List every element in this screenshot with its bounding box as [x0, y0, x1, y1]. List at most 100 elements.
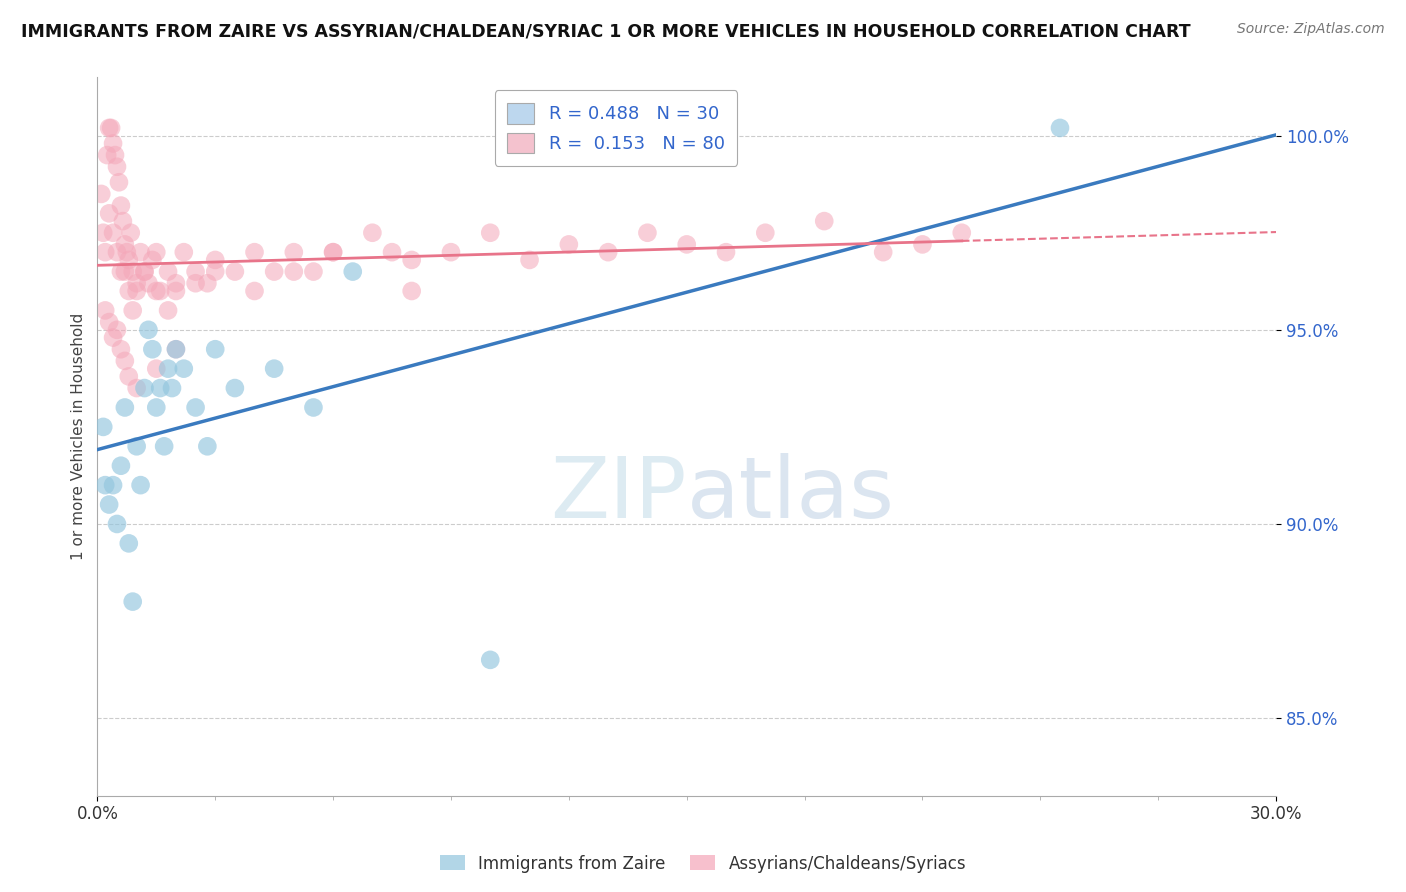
Point — [98, 498, 121, 512]
Point — [121, 264, 143, 278]
Point — [173, 361, 195, 376]
Point — [263, 264, 285, 278]
Point — [283, 264, 305, 278]
Point — [91, 420, 114, 434]
Point — [141, 343, 163, 357]
Point — [322, 245, 344, 260]
Point — [813, 214, 835, 228]
Point — [145, 401, 167, 415]
Point — [91, 226, 114, 240]
Point — [911, 237, 934, 252]
Point — [636, 226, 658, 240]
Point — [108, 175, 131, 189]
Point — [94, 303, 117, 318]
Point — [121, 303, 143, 318]
Point — [98, 120, 121, 135]
Point — [322, 245, 344, 260]
Point — [950, 226, 973, 240]
Point — [145, 245, 167, 260]
Point — [243, 245, 266, 260]
Point — [754, 226, 776, 240]
Point — [134, 264, 156, 278]
Point — [173, 245, 195, 260]
Point — [114, 264, 136, 278]
Point — [243, 284, 266, 298]
Point — [184, 401, 207, 415]
Point — [94, 478, 117, 492]
Point — [120, 226, 142, 240]
Point — [145, 361, 167, 376]
Point — [105, 160, 128, 174]
Point — [153, 439, 176, 453]
Point — [110, 198, 132, 212]
Point — [440, 245, 463, 260]
Point — [105, 245, 128, 260]
Point — [125, 277, 148, 291]
Point — [121, 594, 143, 608]
Point — [141, 252, 163, 267]
Point — [195, 439, 218, 453]
Point — [101, 478, 124, 492]
Point — [361, 226, 384, 240]
Point — [302, 401, 325, 415]
Point — [165, 284, 187, 298]
Point — [872, 245, 894, 260]
Point — [184, 264, 207, 278]
Point — [184, 277, 207, 291]
Point — [224, 381, 246, 395]
Point — [98, 315, 121, 329]
Point — [90, 186, 112, 201]
Point — [157, 264, 180, 278]
Point — [401, 252, 423, 267]
Point — [165, 277, 187, 291]
Point — [138, 277, 160, 291]
Point — [149, 381, 172, 395]
Point — [283, 245, 305, 260]
Point — [101, 226, 124, 240]
Point — [110, 343, 132, 357]
Point — [479, 653, 502, 667]
Legend: Immigrants from Zaire, Assyrians/Chaldeans/Syriacs: Immigrants from Zaire, Assyrians/Chaldea… — [433, 848, 973, 880]
Point — [195, 277, 218, 291]
Point — [714, 245, 737, 260]
Point — [114, 354, 136, 368]
Point — [111, 214, 134, 228]
Point — [165, 343, 187, 357]
Point — [149, 284, 172, 298]
Point — [118, 284, 141, 298]
Point — [101, 136, 124, 151]
Point — [101, 330, 124, 344]
Point — [118, 252, 141, 267]
Point — [302, 264, 325, 278]
Point — [105, 516, 128, 531]
Point — [114, 401, 136, 415]
Point — [134, 381, 156, 395]
Point — [100, 120, 122, 135]
Point — [110, 458, 132, 473]
Point — [125, 439, 148, 453]
Point — [342, 264, 364, 278]
Point — [675, 237, 697, 252]
Point — [138, 323, 160, 337]
Point — [519, 252, 541, 267]
Point — [598, 245, 620, 260]
Point — [114, 237, 136, 252]
Point — [118, 369, 141, 384]
Point — [118, 536, 141, 550]
Point — [224, 264, 246, 278]
Text: ZIP: ZIP — [550, 452, 686, 535]
Point — [129, 478, 152, 492]
Text: atlas: atlas — [686, 452, 894, 535]
Point — [204, 343, 226, 357]
Point — [157, 303, 180, 318]
Point — [110, 264, 132, 278]
Point — [558, 237, 581, 252]
Point — [129, 245, 152, 260]
Point — [96, 148, 118, 162]
Point — [105, 323, 128, 337]
Point — [381, 245, 404, 260]
Point — [125, 284, 148, 298]
Legend: R = 0.488   N = 30, R =  0.153   N = 80: R = 0.488 N = 30, R = 0.153 N = 80 — [495, 90, 737, 166]
Point — [160, 381, 183, 395]
Point — [479, 226, 502, 240]
